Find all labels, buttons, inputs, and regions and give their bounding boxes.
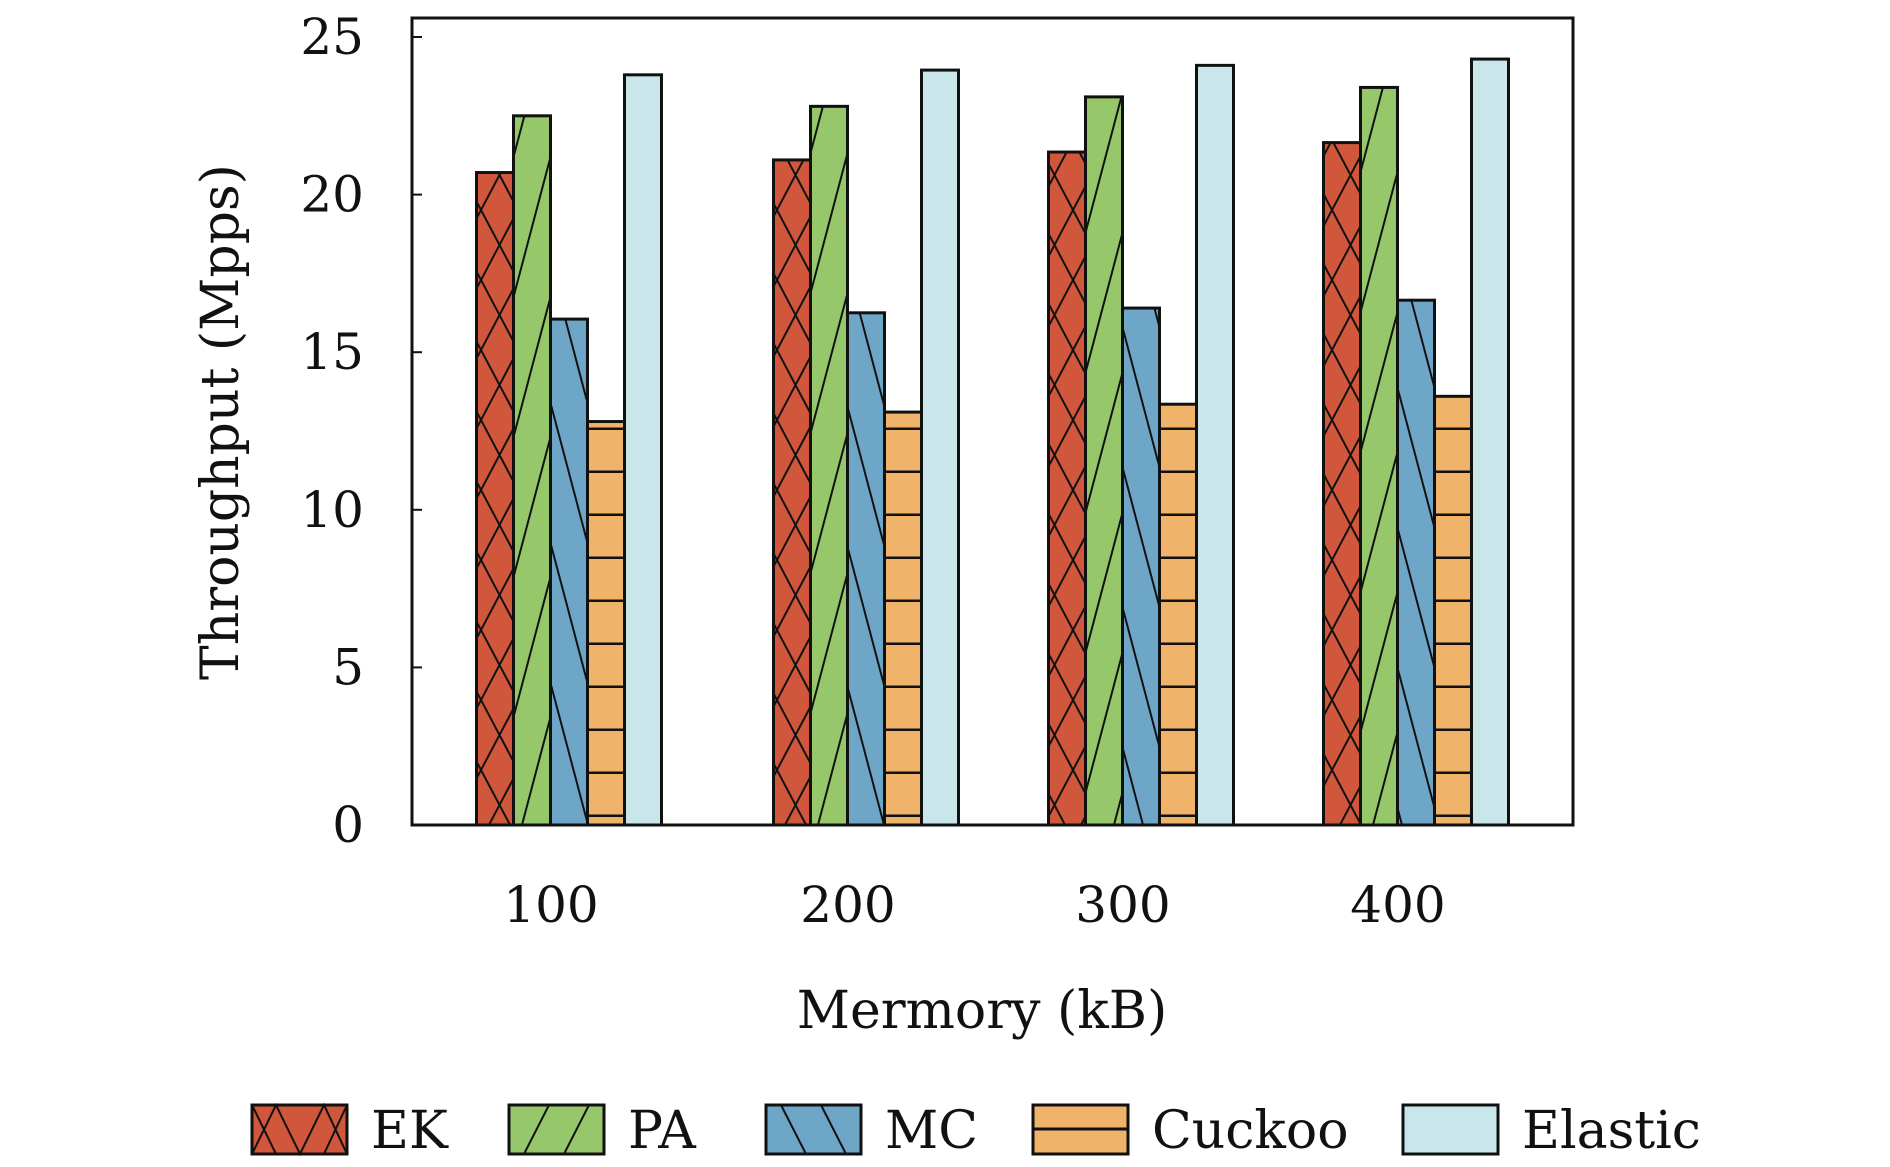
bar-hatch [810,106,848,826]
bar-elastic-400 [1471,59,1509,825]
legend-swatch [252,1105,347,1154]
legend-label: EK [371,1101,449,1161]
x-tick-label: 300 [1075,876,1170,934]
legend-item-elastic: Elastic [1401,1101,1701,1161]
legend-item-pa: PA [507,1101,697,1161]
y-tick-label: 5 [332,638,364,696]
legend-item-ek: EK [250,1101,449,1161]
bar-elastic-300 [1196,65,1234,826]
y-tick-label: 15 [300,323,364,381]
bar-elastic-100 [624,74,662,826]
bar-hatch [513,115,551,826]
x-tick-label: 200 [800,876,895,934]
y-axis: 0 5 10 15 20 25 [300,8,422,854]
legend-swatch-outline [507,1103,606,1156]
legend-label: PA [628,1101,697,1161]
legend-label: MC [885,1101,978,1161]
legend-label: Cuckoo [1152,1101,1349,1161]
legend-swatch-outline [1401,1103,1500,1156]
x-tick-label: 100 [503,876,598,934]
bar-hatch [773,159,811,826]
y-tick-label: 10 [300,481,364,539]
bar-hatch [1085,96,1123,825]
legend-item-cuckoo: Cuckoo [1031,1101,1349,1161]
bar-hatch [587,421,625,825]
bar-hatch [1360,87,1398,825]
y-tick-label: 25 [300,8,364,66]
bar-hatch [1122,308,1160,825]
bar-hatch [847,312,885,825]
bar-hatch [1397,300,1435,825]
bar-hatch [1048,152,1086,826]
legend-swatch-outline [764,1103,863,1156]
legend-label: Elastic [1522,1101,1701,1161]
legend: EK PA MC Cuckoo Elastic [250,1101,1701,1161]
bar-hatch [1434,396,1472,825]
x-axis: 100 200 300 400 [503,876,1445,934]
legend-swatch-outline [1031,1103,1130,1156]
legend-swatch [509,1105,604,1154]
x-axis-label: Mermory (kB) [797,981,1168,1041]
legend-hatch [780,1104,847,1155]
legend-swatch-outline [250,1103,349,1156]
bar-hatch [476,172,514,825]
bar-hatch [1323,142,1361,826]
legend-swatch [1403,1105,1498,1154]
y-tick-label: 20 [300,166,364,224]
legend-swatch [766,1105,861,1154]
y-tick-label: 0 [332,796,364,854]
bars-layer [475,57,1510,827]
bar-hatch [1159,404,1197,825]
y-axis-label: Throughput (Mpps) [191,164,251,680]
legend-hatch [523,1104,590,1155]
legend-item-mc: MC [764,1101,978,1161]
bar-hatch [884,412,922,825]
bar-elastic-200 [921,70,959,825]
x-tick-label: 400 [1350,876,1445,934]
bar-hatch [550,319,588,825]
plot-frame [410,16,1575,827]
